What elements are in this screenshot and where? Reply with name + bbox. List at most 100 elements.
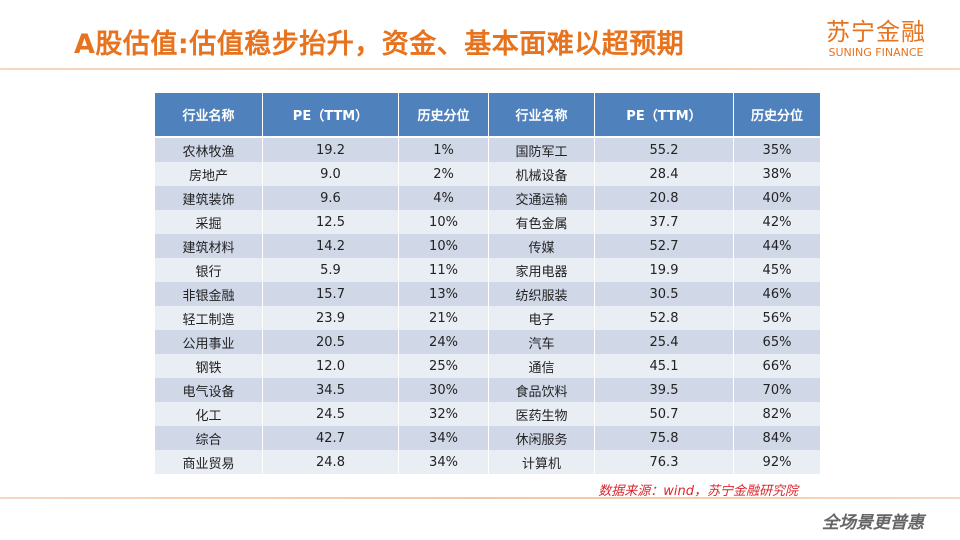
table-cell: 1% [398, 137, 489, 162]
page-title: A股估值:估值稳步抬升，资金、基本面难以超预期 [74, 29, 685, 60]
suning-finance-logo: 苏宁金融 SUNING FINANCE [826, 18, 926, 60]
table-cell: 20.8 [594, 186, 734, 210]
table-cell: 38% [733, 162, 821, 186]
table-cell: 52.7 [594, 234, 734, 258]
table-cell: 12.5 [262, 210, 399, 234]
table-row: 商业贸易 24.8 34% 计算机 76.3 92% [155, 450, 821, 474]
table-cell: 70% [733, 378, 821, 402]
table-cell: 农林牧渔 [155, 137, 263, 162]
table-cell: 65% [733, 330, 821, 354]
table-cell: 通信 [488, 354, 595, 378]
table-cell: 92% [733, 450, 821, 474]
table-cell: 电子 [488, 306, 595, 330]
table-cell: 55.2 [594, 137, 734, 162]
table-cell: 钢铁 [155, 354, 263, 378]
table-row: 建筑装饰 9.6 4% 交通运输 20.8 40% [155, 186, 821, 210]
table-cell: 14.2 [262, 234, 399, 258]
column-header: PE（TTM） [262, 93, 399, 138]
table-row: 采掘 12.5 10% 有色金属 37.7 42% [155, 210, 821, 234]
column-header: 行业名称 [155, 93, 263, 138]
table-cell: 46% [733, 282, 821, 306]
table-cell: 11% [398, 258, 489, 282]
table-cell: 10% [398, 210, 489, 234]
table-cell: 75.8 [594, 426, 734, 450]
logo-en: SUNING FINANCE [828, 46, 924, 59]
logo-cn: 苏宁金融 [826, 18, 926, 46]
table-cell: 37.7 [594, 210, 734, 234]
table-cell: 34% [398, 426, 489, 450]
data-source-note: 数据来源：wind，苏宁金融研究院 [598, 484, 798, 499]
table-row: 公用事业 20.5 24% 汽车 25.4 65% [155, 330, 821, 354]
table-cell: 休闲服务 [488, 426, 595, 450]
table-cell: 24% [398, 330, 489, 354]
table-row: 钢铁 12.0 25% 通信 45.1 66% [155, 354, 821, 378]
table-cell: 9.0 [262, 162, 399, 186]
table-cell: 非银金融 [155, 282, 263, 306]
table-cell: 9.6 [262, 186, 399, 210]
table-cell: 50.7 [594, 402, 734, 426]
table-cell: 56% [733, 306, 821, 330]
table-cell: 24.5 [262, 402, 399, 426]
valuation-table: 行业名称 PE（TTM） 历史分位 行业名称 PE（TTM） 历史分位 农林牧渔 19.2 1… [155, 93, 821, 474]
table-cell: 国防军工 [488, 137, 595, 162]
table-cell: 21% [398, 306, 489, 330]
table-cell: 采掘 [155, 210, 263, 234]
table-cell: 5.9 [262, 258, 399, 282]
header-divider [0, 68, 960, 70]
slogan: 全场景更普惠 [822, 513, 924, 533]
table-row: 综合 42.7 34% 休闲服务 75.8 84% [155, 426, 821, 450]
table-cell: 76.3 [594, 450, 734, 474]
table-cell: 30.5 [594, 282, 734, 306]
table-cell: 32% [398, 402, 489, 426]
table-cell: 28.4 [594, 162, 734, 186]
table-cell: 交通运输 [488, 186, 595, 210]
table-cell: 82% [733, 402, 821, 426]
table-cell: 有色金属 [488, 210, 595, 234]
table-cell: 34% [398, 450, 489, 474]
table-row: 银行 5.9 11% 家用电器 19.9 45% [155, 258, 821, 282]
table-cell: 传媒 [488, 234, 595, 258]
table-cell: 24.8 [262, 450, 399, 474]
table-cell: 轻工制造 [155, 306, 263, 330]
table-row: 非银金融 15.7 13% 纺织服装 30.5 46% [155, 282, 821, 306]
table-cell: 40% [733, 186, 821, 210]
table-cell: 13% [398, 282, 489, 306]
table-cell: 化工 [155, 402, 263, 426]
table-cell: 66% [733, 354, 821, 378]
table-cell: 15.7 [262, 282, 399, 306]
table-cell: 家用电器 [488, 258, 595, 282]
table-cell: 30% [398, 378, 489, 402]
table-cell: 45% [733, 258, 821, 282]
table-cell: 39.5 [594, 378, 734, 402]
table-cell: 医药生物 [488, 402, 595, 426]
table-row: 化工 24.5 32% 医药生物 50.7 82% [155, 402, 821, 426]
table-cell: 23.9 [262, 306, 399, 330]
table-cell: 20.5 [262, 330, 399, 354]
table-cell: 电气设备 [155, 378, 263, 402]
column-header: 行业名称 [488, 93, 595, 138]
table-cell: 房地产 [155, 162, 263, 186]
column-header: PE（TTM） [594, 93, 734, 138]
table-cell: 机械设备 [488, 162, 595, 186]
table-cell: 42% [733, 210, 821, 234]
table-cell: 银行 [155, 258, 263, 282]
table-cell: 纺织服装 [488, 282, 595, 306]
table-row: 房地产 9.0 2% 机械设备 28.4 38% [155, 162, 821, 186]
table-cell: 19.9 [594, 258, 734, 282]
table-cell: 42.7 [262, 426, 399, 450]
table-cell: 综合 [155, 426, 263, 450]
table-cell: 84% [733, 426, 821, 450]
table-cell: 19.2 [262, 137, 399, 162]
table-row: 轻工制造 23.9 21% 电子 52.8 56% [155, 306, 821, 330]
table-cell: 25% [398, 354, 489, 378]
table-cell: 食品饮料 [488, 378, 595, 402]
column-header: 历史分位 [398, 93, 489, 138]
table-cell: 2% [398, 162, 489, 186]
table-cell: 10% [398, 234, 489, 258]
table-cell: 34.5 [262, 378, 399, 402]
table-cell: 商业贸易 [155, 450, 263, 474]
table-cell: 建筑材料 [155, 234, 263, 258]
table-cell: 汽车 [488, 330, 595, 354]
table-cell: 公用事业 [155, 330, 263, 354]
table-cell: 45.1 [594, 354, 734, 378]
